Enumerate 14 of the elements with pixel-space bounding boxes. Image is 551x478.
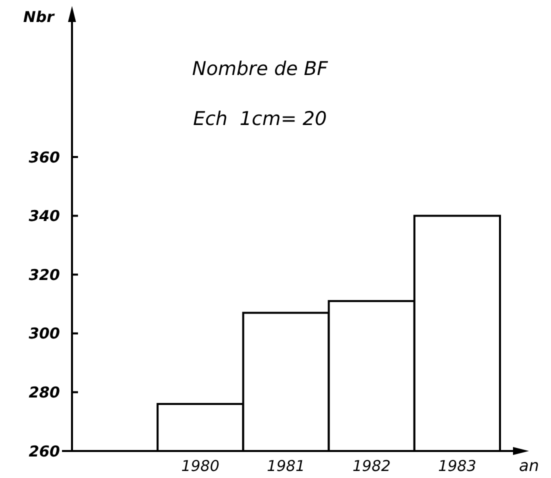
x-axis-title: an: [519, 456, 539, 475]
x-tick-label: 1983: [438, 457, 476, 475]
text: Nombre de BF: [192, 58, 329, 80]
y-axis-title: Nbr: [23, 8, 56, 26]
text: Ech 1cm= 20: [193, 108, 327, 130]
x-tick-label: 1982: [352, 457, 391, 475]
x-tick-label: 1980: [181, 457, 220, 475]
y-tick-label: 360: [28, 148, 60, 166]
y-tick-label: 320: [28, 266, 60, 284]
y-tick-label: 300: [28, 324, 60, 343]
y-tick-label: 340: [28, 207, 60, 226]
y-tick-label: 260: [28, 442, 60, 460]
x-tick-label: 1981: [266, 457, 306, 475]
y-tick-label: 280: [28, 383, 60, 402]
